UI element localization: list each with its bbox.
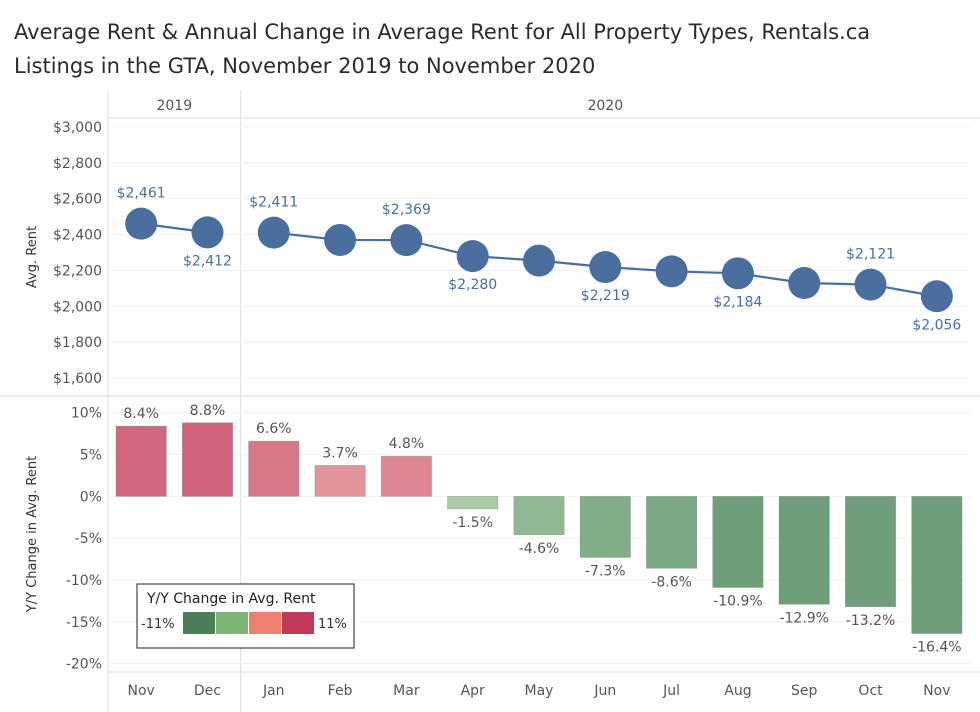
rent-point xyxy=(721,257,754,290)
year-header-2019: 2019 xyxy=(156,98,192,114)
rent-point-label: $2,412 xyxy=(183,253,232,269)
change-bar xyxy=(248,440,300,497)
change-tick-label: 5% xyxy=(80,448,102,464)
rent-point xyxy=(589,251,622,284)
rent-point-label: $2,219 xyxy=(581,288,630,304)
chart-title-line-2: Listings in the GTA, November 2019 to No… xyxy=(14,54,596,78)
change-bar-label: -12.9% xyxy=(779,610,829,626)
change-bar-label: -4.6% xyxy=(519,541,560,557)
change-bar-label: 6.6% xyxy=(256,421,292,437)
x-tick-label: Nov xyxy=(127,683,154,699)
change-bar xyxy=(778,496,830,605)
change-axis-label: Y/Y Change in Avg. Rent xyxy=(25,456,40,613)
change-bar-label: 8.4% xyxy=(123,406,159,422)
rent-point-label: $2,184 xyxy=(713,294,762,310)
bar-layer xyxy=(115,422,963,634)
line-layer xyxy=(125,207,953,313)
x-tick-label: May xyxy=(525,683,554,699)
rent-point xyxy=(788,267,821,300)
x-tick-label: Jul xyxy=(662,683,680,699)
legend-swatch xyxy=(216,612,248,634)
legend: Y/Y Change in Avg. Rent -11% 11% xyxy=(136,583,355,649)
x-tick-label: Nov xyxy=(923,683,950,699)
legend-max-label: 11% xyxy=(318,617,347,632)
change-tick-label: -10% xyxy=(66,573,102,589)
x-tick-label: Jan xyxy=(262,683,285,699)
change-bar-label: 8.8% xyxy=(190,403,226,419)
change-bar xyxy=(513,496,565,536)
change-bar-label: -16.4% xyxy=(912,640,962,656)
change-bar xyxy=(712,496,764,588)
change-bar xyxy=(579,496,631,558)
change-tick-label: -20% xyxy=(66,657,102,673)
rent-tick-label: $1,600 xyxy=(53,371,102,387)
change-tick-label: -15% xyxy=(66,615,102,631)
change-tick-label: -5% xyxy=(75,531,102,547)
rent-point xyxy=(191,216,224,249)
change-bar xyxy=(844,496,897,608)
change-bar xyxy=(314,465,366,497)
rent-point-label: $2,411 xyxy=(249,195,298,211)
rent-tick-label: $3,000 xyxy=(53,120,102,136)
rent-point xyxy=(523,244,555,277)
label-layer: 8.4% 8.8% 6.6% 3.7% 4.8% -1.5% -4.6% -7.3% -8.6%… xyxy=(117,186,962,656)
change-bar-label: -1.5% xyxy=(452,515,493,531)
change-bar-label: 4.8% xyxy=(389,436,425,452)
rent-tick-label: $1,800 xyxy=(53,335,102,351)
change-bar xyxy=(380,455,432,497)
chart-title-line-1: Average Rent & Annual Change in Average … xyxy=(14,20,871,44)
x-tick-label: Feb xyxy=(328,683,353,699)
rent-tick-label: $2,200 xyxy=(53,263,102,279)
x-tick-label: Sep xyxy=(791,683,818,699)
rent-tick-label: $2,000 xyxy=(53,299,102,315)
rent-point-label: $2,280 xyxy=(448,277,497,293)
legend-swatch xyxy=(249,612,281,634)
rent-tick-label: $2,400 xyxy=(53,228,102,244)
rent-point xyxy=(257,216,290,249)
x-tick-label: Mar xyxy=(393,683,420,699)
change-bar xyxy=(911,496,963,634)
rent-point xyxy=(125,207,158,240)
change-bar-label: 3.7% xyxy=(322,445,358,461)
axis-layer: 2019 2020 $1,600 $1,800 $2,000 $2,200 $2,400 $2… xyxy=(25,98,951,699)
legend-title: Y/Y Change in Avg. Rent xyxy=(146,591,316,607)
rent-point xyxy=(920,280,953,313)
change-tick-label: 0% xyxy=(80,489,102,505)
rent-axis-label: Avg. Rent xyxy=(25,226,40,288)
change-bar-label: -13.2% xyxy=(846,613,896,629)
rent-point-label: $2,056 xyxy=(912,317,961,333)
change-bar xyxy=(115,425,167,497)
x-tick-label: Aug xyxy=(724,683,751,699)
legend-min-label: -11% xyxy=(141,617,175,632)
rent-tick-label: $2,800 xyxy=(53,156,102,172)
change-tick-label: 10% xyxy=(71,406,102,422)
change-bar-label: -7.3% xyxy=(585,563,626,579)
rent-point-label: $2,369 xyxy=(382,202,431,218)
rent-point xyxy=(655,255,688,288)
rent-point xyxy=(324,223,357,256)
rent-point xyxy=(390,224,423,257)
x-tick-label: Oct xyxy=(858,683,883,699)
legend-swatch xyxy=(282,612,314,634)
change-bar xyxy=(447,496,499,510)
legend-swatch xyxy=(183,612,215,634)
change-bar-label: -10.9% xyxy=(713,594,763,610)
year-header-2020: 2020 xyxy=(587,98,623,114)
x-tick-label: Jun xyxy=(593,683,616,699)
change-bar xyxy=(646,496,698,569)
x-tick-label: Dec xyxy=(194,683,221,699)
change-bar-label: -8.6% xyxy=(651,574,692,590)
change-bar xyxy=(181,422,234,497)
rent-point xyxy=(456,240,489,273)
rent-point-label: $2,121 xyxy=(846,247,895,263)
rent-point-label: $2,461 xyxy=(117,186,166,202)
x-tick-label: Apr xyxy=(461,683,485,699)
rent-point xyxy=(854,268,887,301)
rent-tick-label: $2,600 xyxy=(53,192,102,208)
